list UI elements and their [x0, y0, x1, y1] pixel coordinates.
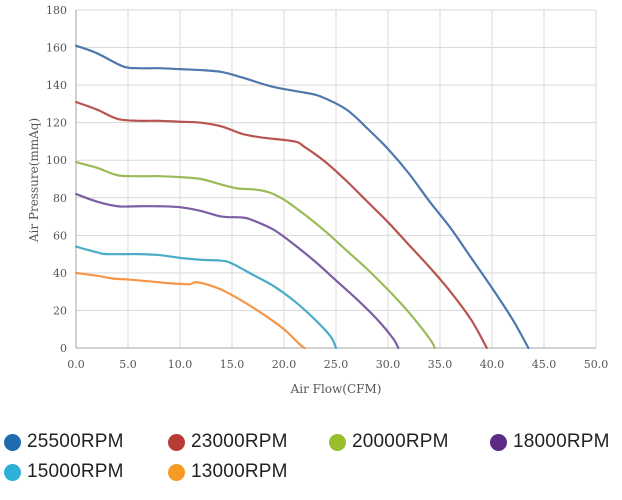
y-axis-title: Air Pressure(mmAq) [27, 118, 41, 243]
series-line-25500rpm [74, 44, 530, 350]
grid [76, 9, 597, 348]
legend-dot-13000rpm [168, 463, 185, 481]
x-tick-label: 0.0 [67, 358, 85, 371]
series-line-13000rpm [74, 271, 306, 350]
x-tick-label: 45.0 [532, 358, 557, 371]
legend-label-20000rpm: 20000RPM [352, 431, 449, 452]
series-line-15000rpm [74, 245, 338, 350]
x-tick-label: 5.0 [119, 358, 137, 371]
y-tick-label: 40 [53, 267, 67, 280]
legend-dot-20000rpm [329, 433, 346, 451]
y-tick-label: 20 [53, 304, 67, 317]
x-tick-label: 10.0 [168, 358, 193, 371]
legend-dot-23000rpm [168, 433, 185, 451]
series-line-20000rpm [74, 161, 436, 350]
series-line-23000rpm [74, 100, 488, 350]
legend-label-13000rpm: 13000RPM [191, 461, 288, 482]
legend-dot-18000rpm [490, 433, 507, 451]
y-tick-label: 60 [53, 229, 67, 242]
y-tick-label: 140 [46, 79, 67, 92]
x-tick-label: 15.0 [220, 358, 245, 371]
y-tick-label: 100 [46, 154, 67, 167]
legend-label-15000rpm: 15000RPM [27, 461, 124, 482]
tick-labels: 0.0 5.0 10.0 15.0 20.0 25.0 30.0 35.0 40.0 45.0 50… [46, 4, 608, 371]
legend-item-25500rpm: 25500RPM [4, 431, 124, 453]
legend-item-18000rpm: 18000RPM [490, 431, 610, 453]
x-tick-label: 35.0 [428, 358, 453, 371]
y-tick-label: 0 [60, 342, 67, 355]
x-tick-label: 30.0 [376, 358, 401, 371]
legend-label-18000rpm: 18000RPM [513, 431, 610, 452]
series-lines [74, 44, 530, 350]
legend-label-23000rpm: 23000RPM [191, 431, 288, 452]
x-tick-label: 20.0 [272, 358, 297, 371]
legend-item-23000rpm: 23000RPM [168, 431, 288, 453]
air-flow-pressure-chart: 0.0 5.0 10.0 15.0 20.0 25.0 30.0 35.0 40.0 45.0 50… [27, 4, 608, 396]
x-axis-title: Air Flow(CFM) [290, 382, 382, 396]
x-tick-label: 25.0 [324, 358, 349, 371]
legend-dot-25500rpm [4, 433, 21, 451]
legend-dot-15000rpm [4, 463, 21, 481]
x-tick-label: 40.0 [480, 358, 505, 371]
series-line-18000rpm [74, 192, 400, 350]
legend-label-25500rpm: 25500RPM [27, 431, 124, 452]
y-tick-label: 160 [46, 42, 67, 55]
legend-item-15000rpm: 15000RPM [4, 461, 124, 483]
y-tick-label: 120 [46, 117, 67, 130]
y-tick-label: 80 [53, 192, 67, 205]
x-tick-label: 50.0 [584, 358, 609, 371]
legend: 25500RPM 23000RPM 20000RPM 18000RPM 1500… [0, 428, 622, 500]
legend-item-20000rpm: 20000RPM [329, 431, 449, 453]
y-tick-label: 180 [46, 4, 67, 17]
legend-item-13000rpm: 13000RPM [168, 461, 288, 483]
